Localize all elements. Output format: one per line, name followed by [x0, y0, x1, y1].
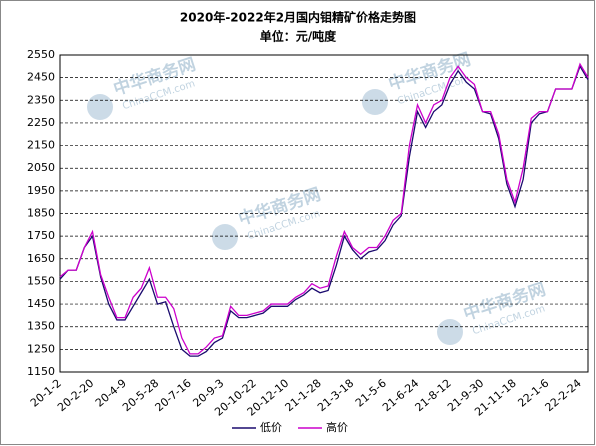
- y-tick-label: 1850: [27, 207, 55, 220]
- legend-label: 低价: [260, 421, 282, 434]
- y-tick-label: 1750: [27, 229, 55, 242]
- y-tick-label: 1150: [27, 365, 55, 378]
- y-tick-label: 2350: [27, 93, 55, 106]
- y-tick-label: 1650: [27, 252, 55, 265]
- watermark-globe: [362, 89, 388, 115]
- y-tick-label: 1350: [27, 320, 55, 333]
- y-tick-label: 2450: [27, 71, 55, 84]
- series-line: [59, 62, 589, 355]
- y-tick-label: 2550: [27, 48, 55, 61]
- y-tick-label: 2050: [27, 161, 55, 174]
- y-tick-label: 2150: [27, 139, 55, 152]
- legend-label: 高价: [326, 420, 348, 434]
- y-tick-label: 1550: [27, 274, 55, 287]
- y-tick-label: 1450: [27, 297, 55, 310]
- chart-subtitle: 单位：元/吨度: [260, 29, 337, 44]
- watermark-globe: [87, 94, 113, 120]
- series-line: [59, 64, 589, 357]
- y-tick-label: 1950: [27, 184, 55, 197]
- y-tick-label: 1250: [27, 342, 55, 355]
- chart-title: 2020年-2022年2月国内钼精矿价格走势图: [180, 10, 416, 25]
- watermark-globe: [437, 319, 463, 345]
- y-tick-label: 2250: [27, 116, 55, 129]
- watermark-globe: [212, 224, 238, 250]
